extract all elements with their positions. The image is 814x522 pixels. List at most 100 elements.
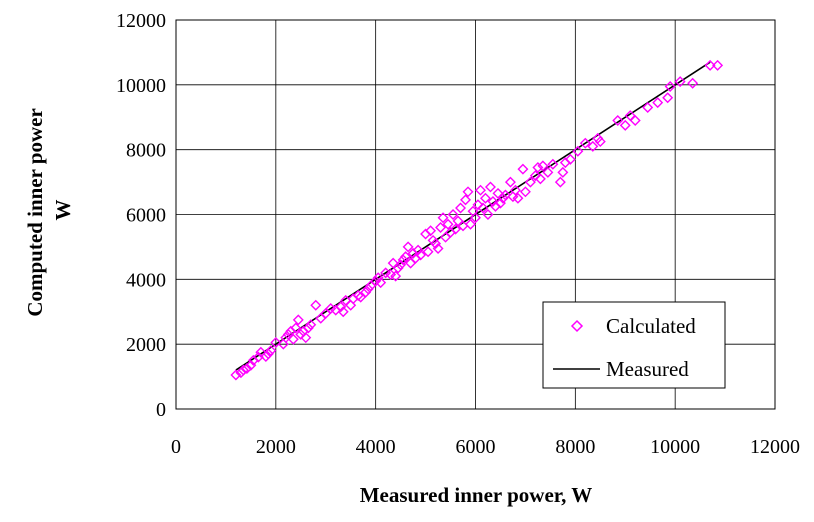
calculated-point xyxy=(460,194,472,206)
calculated-point xyxy=(629,115,641,126)
calculated-point xyxy=(612,115,624,126)
calculated-point xyxy=(372,272,384,284)
calculated-point xyxy=(300,332,312,344)
calculated-point xyxy=(262,348,274,360)
legend: Calculated Measured xyxy=(542,301,726,389)
calculated-point xyxy=(537,160,549,172)
x-tick-label: 10000 xyxy=(650,436,700,458)
calculated-point xyxy=(292,314,304,326)
calculated-point xyxy=(235,367,247,379)
calculated-point xyxy=(512,192,524,204)
calculated-point xyxy=(462,186,474,198)
calculated-point xyxy=(572,145,584,157)
calculated-point xyxy=(619,119,631,131)
calculated-point xyxy=(305,319,317,331)
calculated-point xyxy=(335,301,347,313)
calculated-point xyxy=(450,223,462,235)
calculated-point xyxy=(287,333,299,345)
calculated-point xyxy=(470,212,481,224)
calculated-point xyxy=(704,59,716,71)
calculated-point xyxy=(290,322,302,334)
plot-area-frame xyxy=(175,19,776,410)
calculated-point xyxy=(280,332,292,344)
y-axis-title-line1: Computed inner power xyxy=(23,109,47,317)
calculated-point xyxy=(402,241,414,253)
calculated-point xyxy=(295,328,307,340)
calculated-point xyxy=(432,243,444,255)
calculated-point xyxy=(390,270,402,282)
calculated-point xyxy=(455,202,467,214)
calculated-point xyxy=(302,322,314,334)
calculated-point xyxy=(487,196,499,208)
calculated-point xyxy=(652,97,664,109)
calculated-point xyxy=(524,176,536,188)
y-tick-label: 4000 xyxy=(126,269,166,291)
x-tick-label: 12000 xyxy=(750,436,800,458)
calculated-point xyxy=(397,254,409,266)
calculated-point xyxy=(642,102,654,114)
calculated-point xyxy=(519,186,531,198)
calculated-point xyxy=(425,225,437,237)
y-tick-label: 0 xyxy=(156,399,166,421)
y-tick-labels: 0 2000 4000 6000 8000 10000 12000 xyxy=(116,10,166,421)
legend-label-calculated: Calculated xyxy=(606,314,696,338)
y-axis-title-line2: W xyxy=(51,200,75,221)
calculated-point xyxy=(674,76,686,88)
calculated-point xyxy=(499,189,511,201)
calculated-point xyxy=(497,192,509,204)
calculated-point xyxy=(504,176,516,188)
x-tick-label: 6000 xyxy=(456,436,496,458)
calculated-point xyxy=(362,283,374,295)
calculated-point xyxy=(547,158,559,170)
x-tick-label: 0 xyxy=(171,436,181,458)
calculated-point xyxy=(430,238,442,250)
x-tick-labels: 0 2000 4000 6000 8000 10000 12000 xyxy=(171,436,800,458)
calculated-point xyxy=(532,162,544,173)
calculated-point xyxy=(579,137,591,149)
calculated-point xyxy=(477,202,489,214)
calculated-point xyxy=(270,337,282,349)
x-axis-title: Measured inner power, W xyxy=(360,483,593,507)
legend-box xyxy=(542,301,726,389)
calculated-point xyxy=(360,286,372,298)
calculated-point xyxy=(415,249,427,261)
series-calculated-points xyxy=(230,59,724,381)
calculated-point xyxy=(392,262,404,274)
calculated-point xyxy=(509,184,521,196)
calculated-point xyxy=(484,181,496,193)
calculated-point xyxy=(479,192,491,204)
calculated-point xyxy=(662,92,674,104)
y-axis-title: Computed inner power W xyxy=(23,103,75,316)
calculated-point xyxy=(230,369,242,381)
calculated-point xyxy=(564,153,576,165)
calculated-point xyxy=(400,251,412,263)
calculated-point xyxy=(587,140,599,152)
y-tick-label: 8000 xyxy=(126,140,166,162)
calculated-point xyxy=(472,199,484,211)
calculated-point xyxy=(310,299,322,311)
calculated-point xyxy=(712,59,724,71)
calculated-point xyxy=(465,218,476,230)
calculated-point xyxy=(241,362,253,374)
y-tick-label: 6000 xyxy=(126,205,166,227)
calculated-point xyxy=(412,244,424,256)
calculated-point xyxy=(554,176,566,188)
x-tick-label: 8000 xyxy=(555,436,595,458)
calculated-point xyxy=(542,166,554,178)
calculated-point xyxy=(557,166,569,178)
calculated-point xyxy=(687,77,699,89)
x-tick-label: 2000 xyxy=(256,436,296,458)
calculated-point xyxy=(422,246,434,258)
calculated-point xyxy=(534,173,546,185)
legend-label-measured: Measured xyxy=(606,357,689,381)
calculated-point xyxy=(517,163,529,175)
calculated-point xyxy=(260,350,272,362)
calculated-point xyxy=(594,136,606,148)
calculated-point xyxy=(529,170,541,182)
calculated-point xyxy=(337,306,349,318)
calculated-point xyxy=(475,184,486,196)
calculated-point xyxy=(482,209,494,220)
calculated-point xyxy=(442,218,454,230)
calculated-point xyxy=(664,80,676,92)
